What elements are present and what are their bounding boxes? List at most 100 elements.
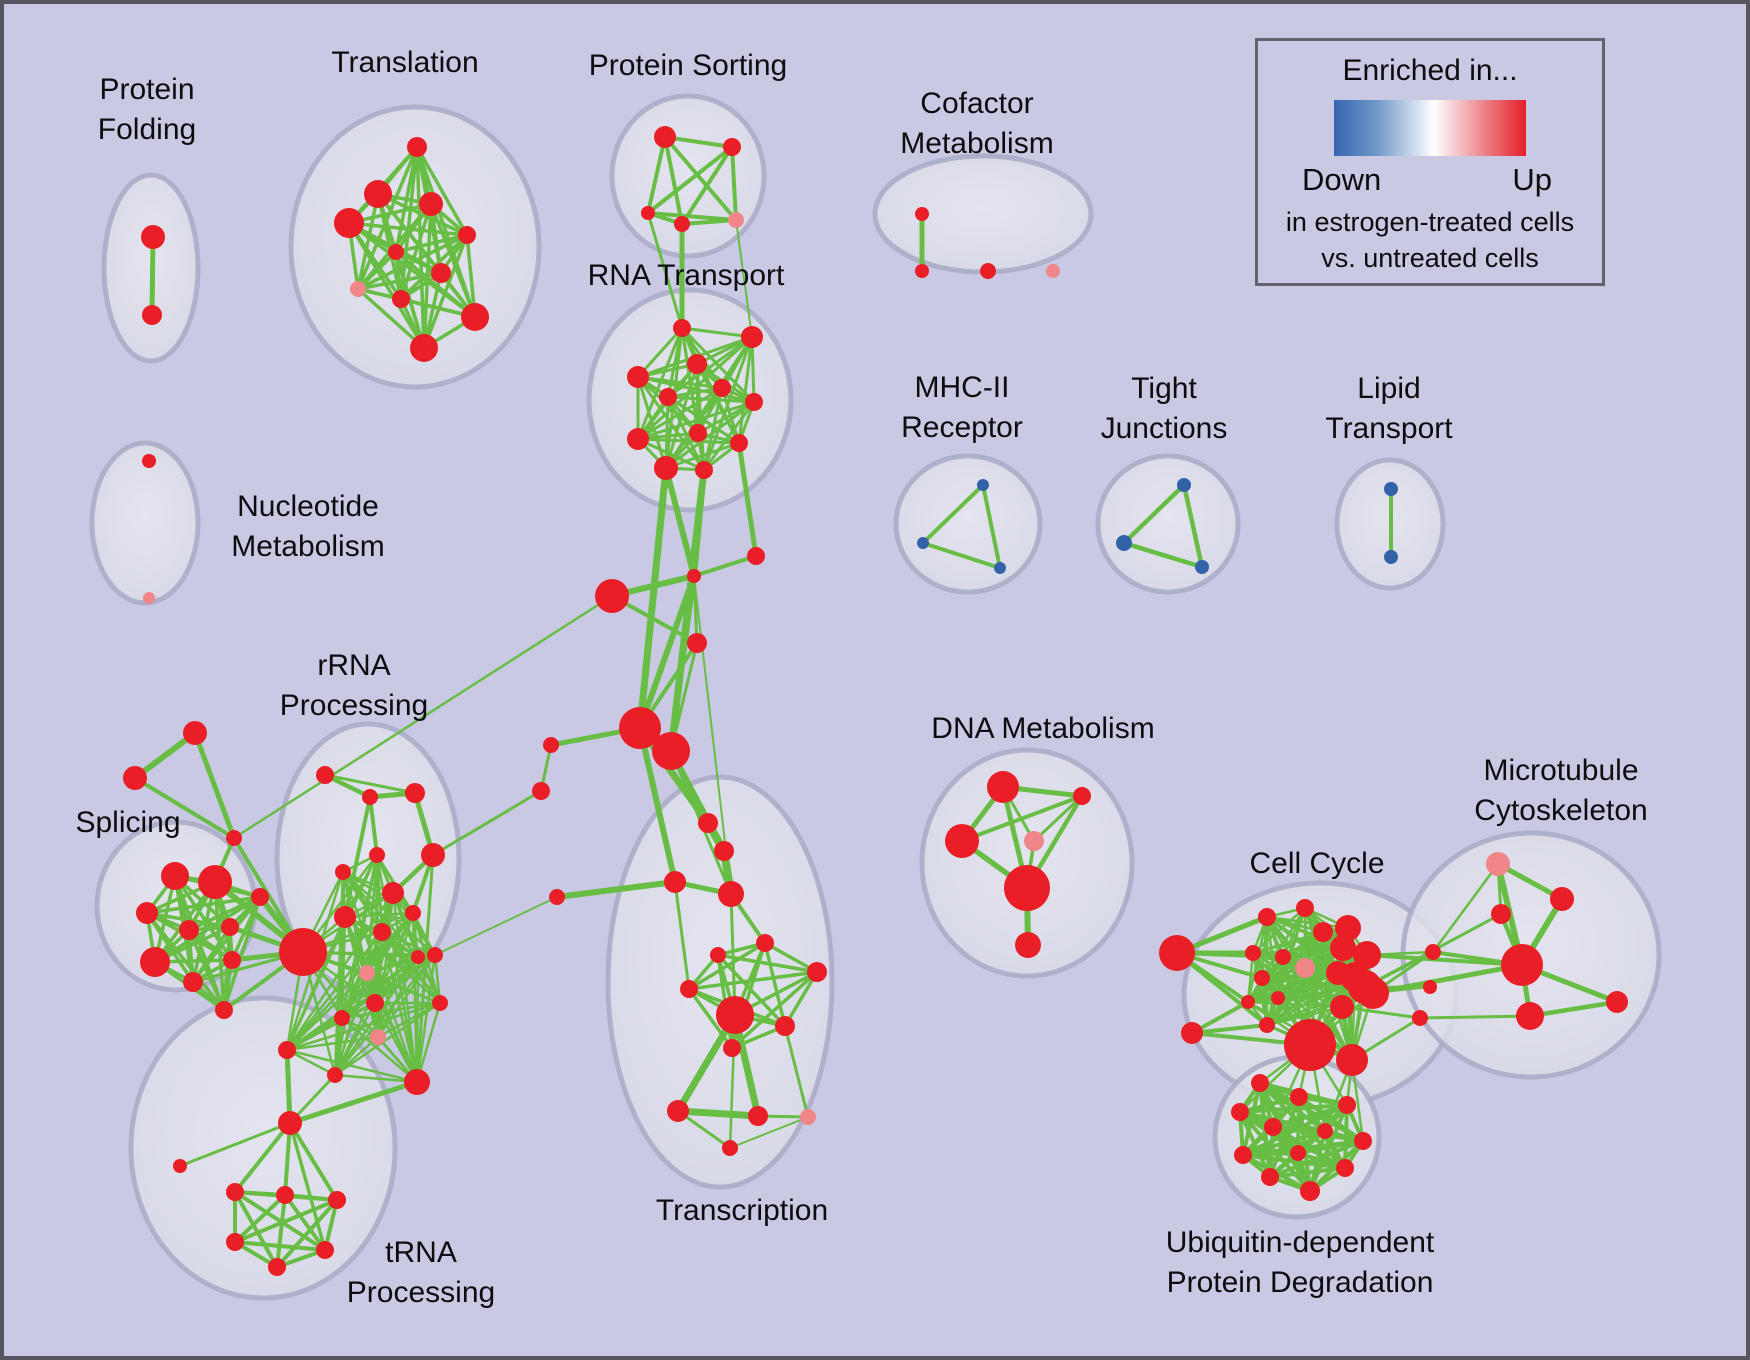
cluster-label-mhc-ii-receptor: Receptor — [901, 411, 1023, 444]
node-mh1 — [917, 537, 929, 549]
edge — [1246, 953, 1369, 1004]
node-tc13 — [800, 1109, 816, 1125]
edge — [636, 400, 756, 441]
edge — [554, 879, 678, 900]
node-br7 — [532, 782, 550, 800]
edge — [285, 1048, 337, 1077]
cluster-label-tight-junctions: Tight — [1131, 372, 1197, 405]
edge — [664, 441, 741, 470]
edge — [1032, 794, 1084, 843]
node-ub7 — [1234, 1146, 1252, 1164]
node-cc22 — [1412, 1010, 1428, 1026]
edge — [285, 1035, 380, 1052]
cluster-label-translation: Translation — [331, 46, 478, 79]
node-tc12 — [748, 1106, 768, 1126]
legend-down-label: Down — [1302, 162, 1382, 197]
node-cc2 — [1258, 908, 1276, 926]
edge — [921, 541, 1002, 570]
node-tc1 — [714, 841, 734, 861]
cluster-ellipse-tight-junctions — [1095, 453, 1241, 595]
edge — [663, 465, 697, 579]
node-rt0 — [673, 319, 691, 337]
edge — [285, 915, 347, 1052]
edge — [233, 1190, 327, 1252]
node-sp4 — [221, 918, 239, 936]
cluster-label-transcription: Transcription — [656, 1194, 828, 1227]
edge — [394, 233, 469, 254]
edge — [333, 1016, 344, 1077]
node-tc7 — [807, 962, 827, 982]
edge — [1370, 962, 1525, 996]
edge — [233, 1193, 287, 1244]
cluster-label-rrna-processing: rRNA — [317, 649, 390, 682]
edge — [636, 464, 670, 732]
edge — [1365, 953, 1524, 967]
node-cc6 — [1245, 945, 1261, 961]
edge — [1527, 999, 1620, 1019]
node-rt9 — [730, 434, 748, 452]
node-tl1 — [364, 180, 392, 208]
edge — [687, 970, 819, 991]
node-x2 — [226, 830, 242, 846]
edge — [285, 891, 395, 1052]
edge — [636, 375, 706, 472]
node-tj2 — [1195, 560, 1209, 574]
node-cc7 — [1275, 949, 1291, 965]
node-cc3 — [1296, 899, 1314, 917]
edge — [1241, 1129, 1327, 1157]
node-tc6 — [680, 980, 698, 998]
edge — [347, 221, 469, 237]
node-tc3 — [718, 881, 744, 907]
node-mh0 — [977, 479, 989, 491]
node-cg1 — [1336, 1044, 1368, 1076]
edge — [288, 1121, 339, 1202]
node-ub5 — [1317, 1123, 1333, 1139]
legend-up-label: Up — [1512, 162, 1552, 197]
cluster-label-tight-junctions: Junctions — [1101, 412, 1228, 445]
cluster-label-ubiquitin-degradation: Ubiquitin-dependent — [1166, 1226, 1435, 1259]
edge — [693, 575, 732, 895]
node-rr20 — [278, 1041, 296, 1059]
edge — [275, 1193, 287, 1269]
cluster-ellipse-trna-processing — [128, 995, 398, 1301]
node-lt0 — [1384, 482, 1398, 496]
node-ub2 — [1338, 1096, 1356, 1114]
edge — [132, 730, 198, 781]
node-br6 — [543, 737, 559, 753]
edge — [287, 1079, 420, 1126]
cluster-label-microtubule-cytoskeleton: Microtubule — [1483, 754, 1638, 787]
node-tr6 — [316, 1241, 334, 1259]
cluster-label-cofactor-metabolism: Metabolism — [900, 127, 1053, 160]
node-mt5 — [1606, 991, 1628, 1013]
node-cc10 — [1254, 970, 1270, 986]
node-ps4 — [728, 212, 744, 228]
edge — [680, 145, 734, 226]
legend-title: Enriched in... — [1342, 54, 1518, 87]
cluster-label-rna-transport: RNA Transport — [588, 259, 785, 292]
edge — [415, 953, 437, 1084]
node-ub4 — [1264, 1118, 1282, 1136]
node-rt7 — [689, 424, 707, 442]
cluster-label-cofactor-metabolism: Cofactor — [920, 87, 1033, 120]
edge — [415, 145, 469, 237]
node-tl10 — [410, 334, 438, 362]
edge — [288, 1121, 327, 1252]
node-ub8 — [1290, 1145, 1306, 1161]
cluster-label-trna-processing: Processing — [347, 1276, 495, 1309]
node-rt5 — [659, 388, 677, 406]
legend-caption-line1: in estrogen-treated cells — [1285, 207, 1575, 237]
node-cg0 — [1284, 1019, 1336, 1071]
edge — [637, 573, 697, 731]
node-sp3 — [179, 920, 199, 940]
cluster-label-nucleotide-metabolism: Metabolism — [231, 530, 384, 563]
node-dm0 — [987, 771, 1019, 803]
node-rr17 — [427, 947, 443, 963]
node-sp1 — [198, 865, 232, 899]
node-mt4 — [1516, 1002, 1544, 1030]
node-rt4 — [713, 379, 731, 397]
node-x0 — [183, 721, 207, 745]
edge — [233, 1121, 292, 1194]
edge — [680, 326, 756, 404]
